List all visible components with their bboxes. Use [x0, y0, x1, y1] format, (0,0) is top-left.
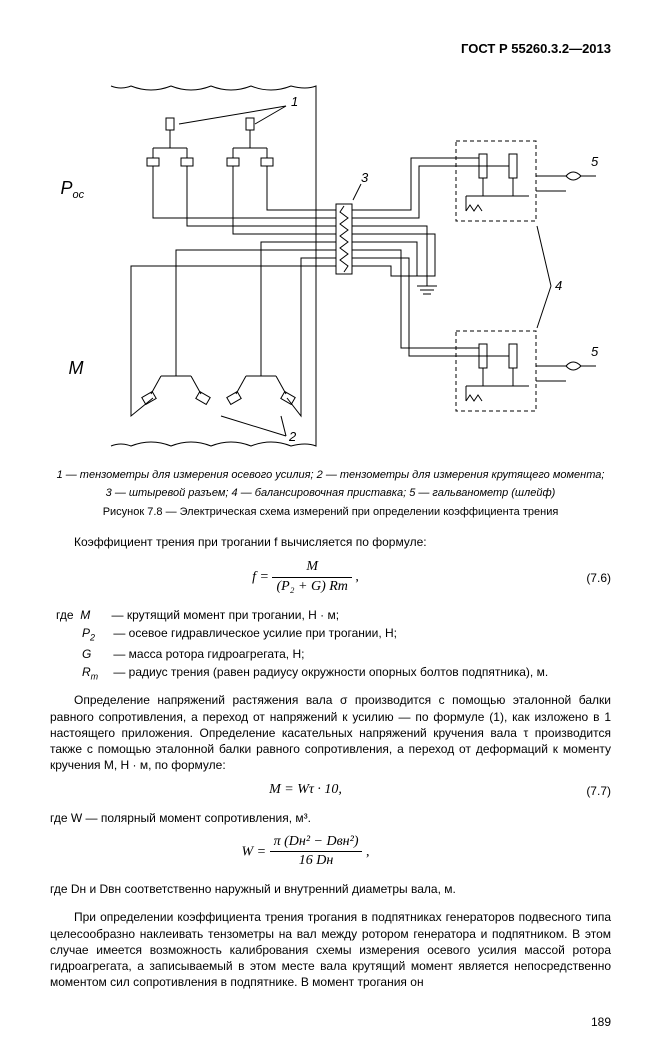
para-final: При определении коэффициента трения трог… — [50, 909, 611, 990]
para-where-D: где Dн и Dвн соответственно наружный и в… — [50, 881, 611, 897]
eq-number-77: (7.7) — [561, 783, 611, 799]
formula-7-6: f = M (P₂ + G) Rт , (7.6) — [50, 558, 611, 597]
figure-caption: Рисунок 7.8 — Электрическая схема измере… — [50, 505, 611, 520]
para-where-W: где W — полярный момент сопротивления, м… — [50, 810, 611, 826]
para-sigma-tau: Определение напряжений растяжения вала σ… — [50, 692, 611, 773]
callout-2: 2 — [288, 429, 297, 444]
callout-4: 4 — [555, 278, 562, 293]
formula-W: W = π (Dн² − Dвн²) 16 Dн , — [50, 833, 611, 872]
para-intro-76: Коэффициент трения при трогании f вычисл… — [50, 534, 611, 550]
schematic-svg: 1 2 3 4 5 5 — [61, 76, 601, 456]
callout-3: 3 — [361, 170, 369, 185]
eq-number-76: (7.6) — [561, 570, 611, 586]
callout-5b: 5 — [591, 344, 599, 359]
figure-legend-1: 1 — тензометры для измерения осевого уси… — [50, 468, 611, 483]
axis-label-P: Pос — [61, 176, 85, 203]
page-number: 189 — [50, 1014, 611, 1030]
callout-5a: 5 — [591, 154, 599, 169]
where-block-76: где M — крутящий момент при трогании, Н … — [56, 607, 611, 682]
formula-7-7: M = Wτ · 10, (7.7) — [50, 781, 611, 800]
callout-1: 1 — [291, 94, 298, 109]
figure-7-8: 1 2 3 4 5 5 Pос M — [61, 76, 601, 456]
figure-legend-2: 3 — штыревой разъем; 4 — балансировочная… — [50, 486, 611, 501]
doc-header: ГОСТ Р 55260.3.2—2013 — [50, 40, 611, 58]
axis-label-M: M — [69, 356, 84, 380]
